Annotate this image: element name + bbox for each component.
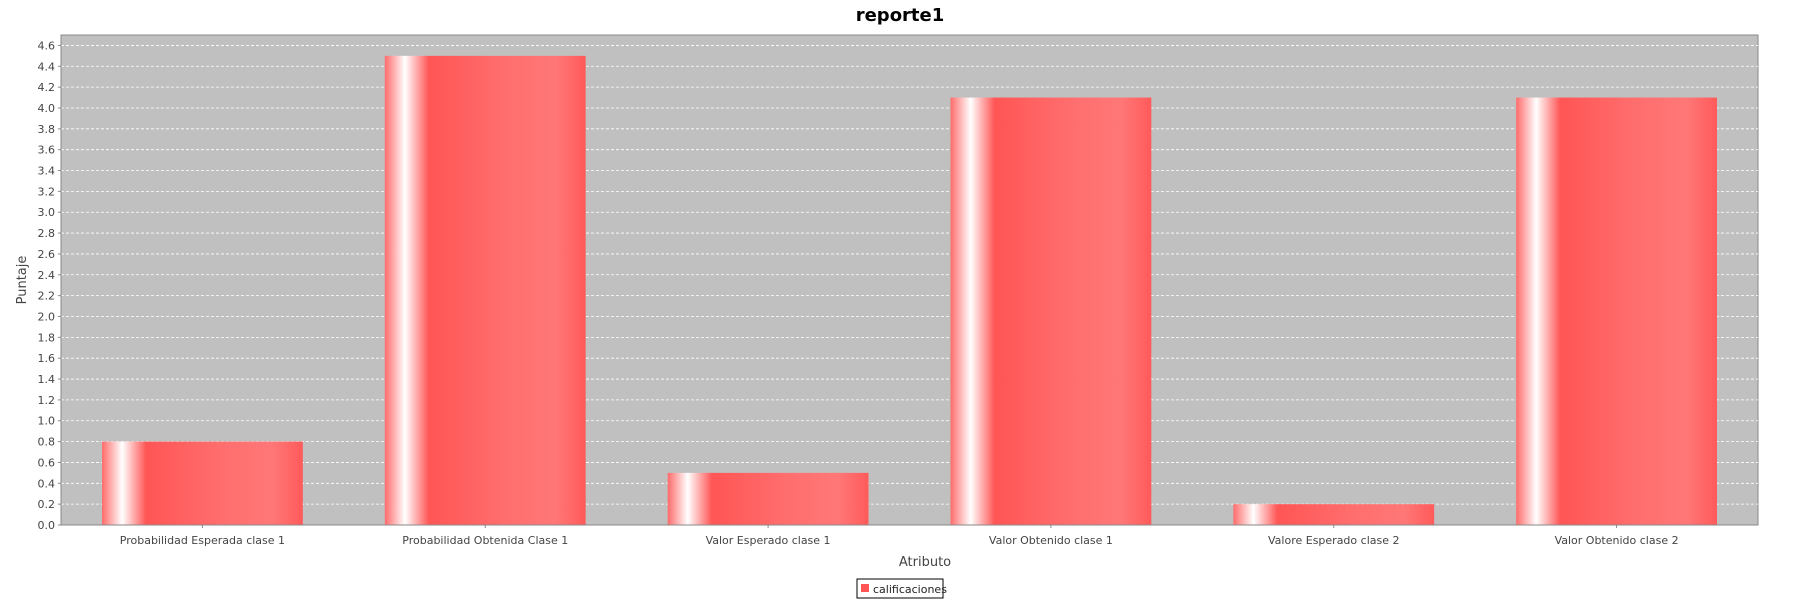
y-tick-label: 4.2 (38, 81, 56, 94)
y-tick-label: 1.8 (38, 331, 56, 344)
x-category-label: Valor Obtenido clase 2 (1555, 534, 1679, 547)
legend-label: calificaciones (873, 583, 947, 596)
y-tick-label: 1.0 (38, 415, 56, 428)
y-tick-label: 2.2 (38, 290, 56, 303)
bar (384, 55, 586, 525)
y-tick-label: 4.6 (38, 39, 56, 52)
x-category-label: Probabilidad Esperada clase 1 (120, 534, 285, 547)
y-axis-label: Puntaje (15, 256, 30, 305)
x-category-label: Valor Obtenido clase 1 (989, 534, 1113, 547)
y-tick-label: 1.4 (38, 373, 56, 386)
y-tick-label: 3.6 (38, 144, 56, 157)
legend: calificaciones (856, 578, 947, 599)
plot-area (60, 34, 1759, 526)
legend-swatch (861, 584, 869, 592)
bar (1233, 504, 1435, 525)
legend-box (856, 578, 944, 599)
bar (1516, 97, 1717, 525)
y-tick-label: 0.6 (38, 456, 56, 469)
bar (667, 472, 869, 525)
y-tick-label: 0.4 (38, 477, 56, 490)
y-axis-ticks: 0.0 0.2 0.4 0.6 0.8 1.0 1.2 1.4 1.6 1.8 2.0 2.2 2.4 2… (38, 39, 61, 532)
x-axis-categories: Probabilidad Esperada clase 1 Probabilida… (120, 525, 1679, 547)
y-tick-label: 0.2 (38, 498, 56, 511)
y-tick-label: 4.0 (38, 102, 56, 115)
y-tick-label: 3.0 (38, 206, 56, 219)
y-tick-label: 2.8 (38, 227, 56, 240)
y-tick-label: 1.6 (38, 352, 56, 365)
y-tick-label: 1.2 (38, 394, 56, 407)
x-axis-label: Atributo (899, 555, 951, 570)
x-category-label: Probabilidad Obtenida Clase 1 (402, 534, 568, 547)
y-tick-label: 4.4 (38, 60, 56, 73)
y-tick-label: 2.4 (38, 269, 56, 282)
y-tick-label: 2.0 (38, 310, 56, 323)
x-category-label: Valore Esperado clase 2 (1268, 534, 1399, 547)
bars (102, 55, 1717, 525)
y-tick-label: 3.2 (38, 185, 56, 198)
gridlines (61, 45, 1758, 505)
x-category-label: Valor Esperado clase 1 (706, 534, 831, 547)
y-tick-label: 2.6 (38, 248, 56, 261)
y-tick-label: 0.8 (38, 436, 56, 449)
bar (102, 441, 303, 525)
chart-title: reporte1 (856, 5, 945, 26)
y-tick-label: 3.4 (38, 165, 56, 178)
y-tick-label: 0.0 (38, 519, 56, 532)
y-tick-label: 3.8 (38, 123, 56, 136)
bar (950, 97, 1152, 525)
